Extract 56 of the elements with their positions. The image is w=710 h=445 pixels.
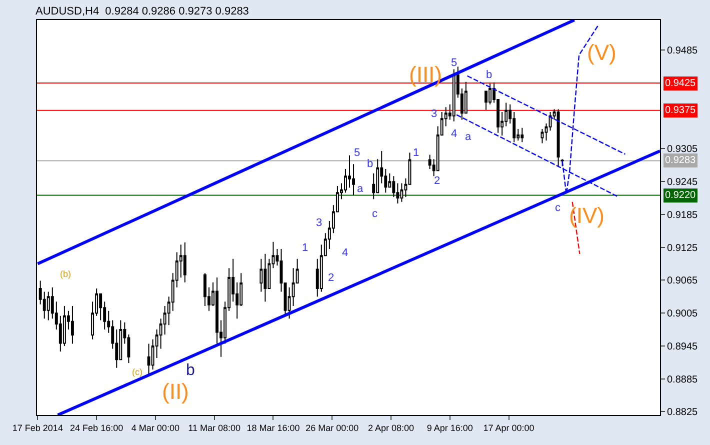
annotation: 2 xyxy=(328,272,334,284)
x-tick-label: 11 Mar 08:00 xyxy=(188,422,241,433)
x-tick-label: 18 Mar 16:00 xyxy=(246,422,300,433)
candlestick xyxy=(400,182,404,202)
y-tick-label: 0.9065 xyxy=(667,276,698,287)
annotation: 3 xyxy=(431,108,438,120)
annotation: 5 xyxy=(451,57,458,69)
candlestick xyxy=(70,305,74,344)
annotation: 3 xyxy=(316,217,322,229)
x-tick-label: 4 Mar 00:00 xyxy=(131,422,180,433)
candlestick xyxy=(46,291,50,321)
annotation: 5 xyxy=(354,147,360,159)
annotation: b xyxy=(186,362,195,379)
annotation: 2 xyxy=(434,175,440,187)
x-tick-label: 24 Feb 16:00 xyxy=(70,422,124,433)
annotation: 1 xyxy=(413,147,420,159)
annotation: (II) xyxy=(162,379,189,404)
y-tick-label: 0.9485 xyxy=(667,46,698,57)
annotation: c xyxy=(372,208,378,220)
ref-line-label: 0.9283 xyxy=(665,155,696,166)
x-tick-label: 17 Feb 2014 xyxy=(12,422,63,433)
annotation: (b) xyxy=(60,269,71,279)
candlestick xyxy=(556,108,560,168)
y-tick-label: 0.9245 xyxy=(667,177,698,188)
candlestick xyxy=(264,253,267,302)
y-tick-label: 0.8945 xyxy=(667,341,698,352)
y-tick-label: 0.8825 xyxy=(667,407,698,418)
annotation: (V) xyxy=(587,40,616,65)
y-tick-label: 0.9125 xyxy=(667,242,698,254)
candlestick xyxy=(147,343,150,376)
x-tick-label: 9 Apr 16:00 xyxy=(426,422,473,433)
y-tick-label: 0.9305 xyxy=(667,144,698,156)
annotation: a xyxy=(465,131,472,143)
annotation: b xyxy=(486,69,492,81)
annotation: (IV) xyxy=(569,203,604,228)
x-tick-label: 17 Apr 00:00 xyxy=(483,422,534,433)
candlestick xyxy=(520,127,524,143)
annotation: (III) xyxy=(409,62,442,87)
x-tick-label: 2 Apr 08:00 xyxy=(368,422,414,433)
y-tick-label: 0.9005 xyxy=(667,308,698,320)
annotation: 1 xyxy=(302,242,308,254)
annotation: b xyxy=(367,158,374,170)
annotation: 4 xyxy=(451,128,458,140)
candlestick xyxy=(183,242,186,283)
annotation: c xyxy=(555,202,561,214)
ref-line-label: 0.9375 xyxy=(665,105,696,116)
candlestick xyxy=(452,68,456,122)
annotation: a xyxy=(357,183,364,195)
ref-line-label: 0.9220 xyxy=(665,190,696,201)
ref-line-label: 0.9425 xyxy=(665,78,696,89)
y-tick-label: 0.8885 xyxy=(667,374,698,386)
annotation: (c) xyxy=(132,367,142,377)
chart-title: AUDUSD,H4 0.9284 0.9286 0.9273 0.9283 xyxy=(36,5,249,18)
x-tick-label: 26 Mar 00:00 xyxy=(306,422,359,433)
y-tick-label: 0.9185 xyxy=(667,210,698,221)
annotation: 4 xyxy=(342,247,348,259)
